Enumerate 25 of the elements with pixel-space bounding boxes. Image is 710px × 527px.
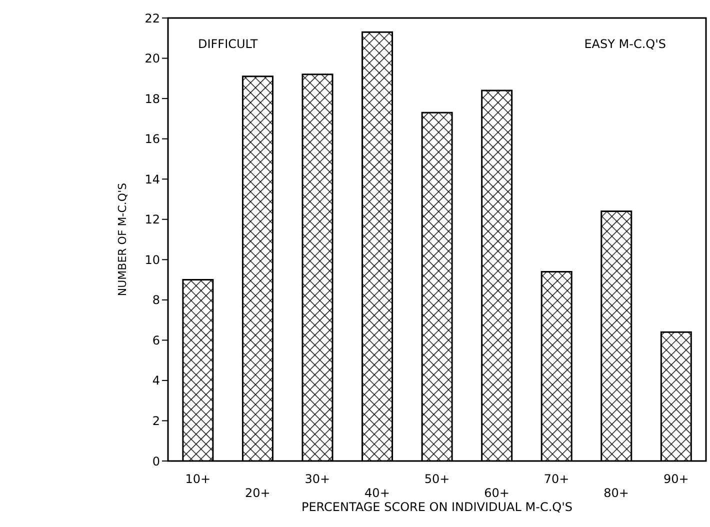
x-tick-label: 40+ xyxy=(364,486,390,500)
y-tick-label: 12 xyxy=(144,212,160,227)
y-tick-label: 0 xyxy=(152,454,160,468)
y-tick-label: 14 xyxy=(144,172,160,186)
y-tick-label: 8 xyxy=(152,293,160,308)
x-tick-label: 50+ xyxy=(424,472,450,486)
x-tick-label: 80+ xyxy=(604,486,629,500)
annotation: DIFFICULT xyxy=(198,37,258,51)
y-tick-label: 4 xyxy=(152,374,160,388)
y-tick-label: 10 xyxy=(144,252,160,267)
x-tick-label: 70+ xyxy=(544,472,570,486)
x-axis-title: PERCENTAGE SCORE ON INDIVIDUAL M-C.Q'S xyxy=(301,500,573,514)
y-tick-label: 16 xyxy=(144,132,160,146)
x-tick-label: 30+ xyxy=(304,472,330,486)
y-tick-label: 20 xyxy=(144,52,160,66)
y-tick-label: 2 xyxy=(152,414,160,428)
x-tick-label: 20+ xyxy=(245,486,270,500)
annotation: EASY M-C.Q'S xyxy=(584,37,666,51)
x-tick-label: 10+ xyxy=(185,472,211,486)
y-tick-label: 22 xyxy=(144,11,160,26)
x-tick-label: 90+ xyxy=(663,472,689,486)
y-axis-title: NUMBER OF M-C.Q'S xyxy=(116,182,129,296)
x-tick-label: 60+ xyxy=(484,486,510,500)
y-tick-label: 18 xyxy=(144,92,160,106)
y-tick-label: 6 xyxy=(152,333,160,348)
